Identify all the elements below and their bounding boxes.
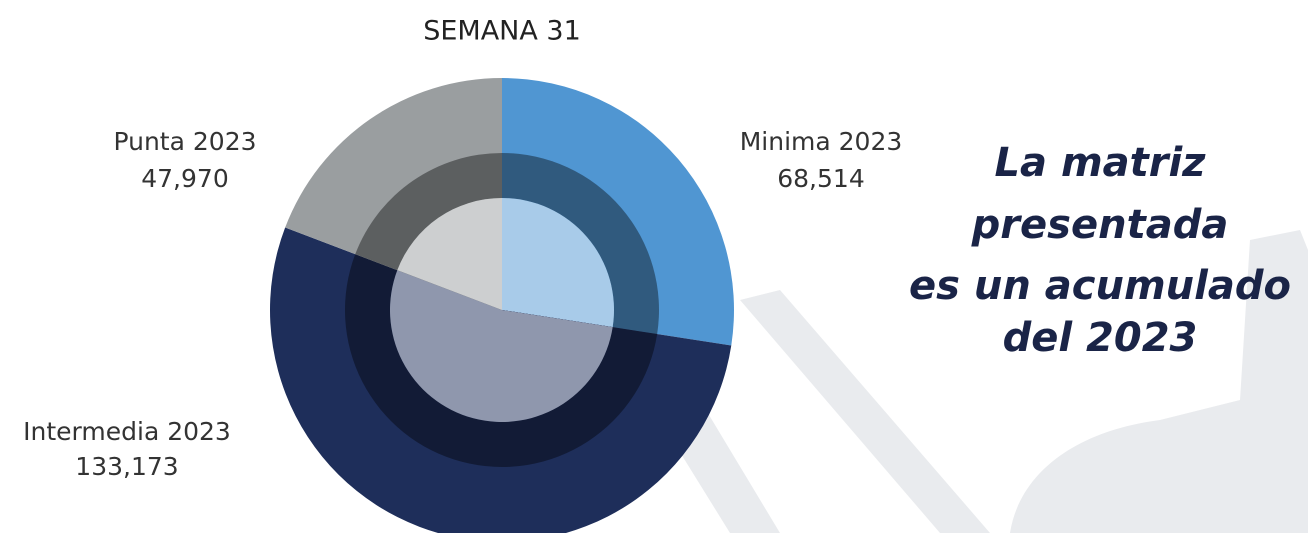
annotation-line: presentada: [971, 202, 1229, 248]
pie-slice-inner-tint: [390, 270, 613, 422]
slice-value-label: 47,970: [141, 164, 228, 193]
pie-slice-inner-tint: [397, 198, 502, 310]
chart-title: SEMANA 31: [423, 16, 581, 47]
slice-label: Intermedia 2023: [23, 417, 231, 446]
pie-slice-inner-tint: [502, 198, 614, 328]
slice-label: Minima 2023: [740, 127, 903, 156]
annotation-line: La matriz: [995, 140, 1207, 186]
slice-value-label: 68,514: [777, 164, 864, 193]
annotation-line: es un acumulado: [909, 263, 1291, 309]
slice-label: Punta 2023: [113, 127, 256, 156]
slice-value-label: 133,173: [75, 452, 178, 481]
watermark-shape: [1010, 230, 1308, 533]
watermark-shape: [740, 290, 990, 533]
annotation-line: del 2023: [1003, 315, 1198, 361]
